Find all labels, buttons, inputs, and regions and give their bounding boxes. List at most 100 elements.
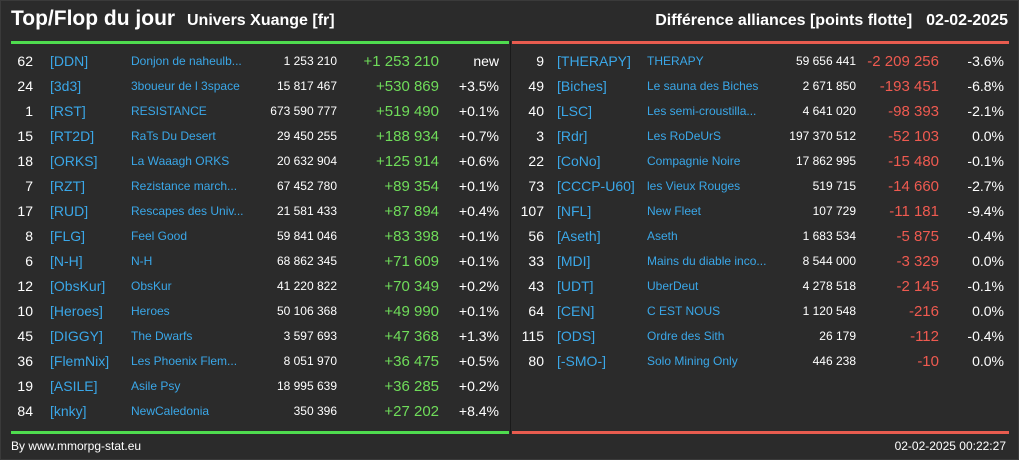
percent-cell: -6.8%	[967, 78, 1004, 94]
alliance-name-link[interactable]: Solo Mining Only	[647, 354, 738, 368]
diff-cell: +47 368	[384, 328, 439, 345]
alliance-name-link[interactable]: RaTs Du Desert	[131, 129, 216, 143]
table-row: 17 [RUD] Rescapes des Univ... 21 581 433 +87…	[11, 199, 509, 224]
alliance-tag-link[interactable]: [Rdr]	[557, 128, 588, 144]
alliance-name-link[interactable]: Les Phoenix Flem...	[131, 354, 238, 368]
alliance-tag-link[interactable]: [N-H]	[50, 253, 83, 269]
diff-cell: +49 990	[384, 303, 439, 320]
alliance-name-link[interactable]: UberDeut	[647, 279, 699, 293]
percent-cell: +0.4%	[458, 203, 499, 219]
alliance-name-link[interactable]: Le sauna des Biches	[647, 79, 759, 93]
alliance-tag-link[interactable]: [knky]	[50, 403, 87, 419]
alliance-tag-link[interactable]: [ObsKur]	[50, 278, 106, 294]
points-cell: 50 106 368	[276, 304, 337, 318]
points-cell: 673 590 777	[270, 104, 337, 118]
points-cell: 59 841 046	[276, 229, 337, 243]
alliance-tag-link[interactable]: [NFL]	[557, 203, 592, 219]
alliance-name-link[interactable]: Mains du diable inco...	[647, 254, 767, 268]
percent-cell: -0.4%	[967, 228, 1004, 244]
points-cell: 519 715	[812, 179, 856, 193]
context-label: Différence alliances [points flotte]	[655, 12, 913, 29]
alliance-name-link[interactable]: NewCaledonia	[131, 404, 210, 418]
percent-cell: -2.1%	[967, 103, 1004, 119]
diff-cell: +89 354	[384, 178, 439, 195]
rank-cell: 12	[17, 278, 33, 294]
alliance-tag-link[interactable]: [RT2D]	[50, 128, 95, 144]
diff-cell: +1 253 210	[363, 53, 440, 70]
alliance-tag-link[interactable]: [3d3]	[50, 78, 82, 94]
alliance-name-link[interactable]: Heroes	[131, 304, 170, 318]
table-row: 19 [ASILE] Asile Psy 18 995 639 +36 285 +0.2%	[11, 374, 509, 399]
alliance-tag-link[interactable]: [Heroes]	[50, 303, 103, 319]
rank-cell: 43	[528, 278, 544, 294]
alliance-name-link[interactable]: New Fleet	[647, 204, 702, 218]
table-row: 12 [ObsKur] ObsKur 41 220 822 +70 349 +0.2%	[11, 274, 509, 299]
alliance-name-link[interactable]: Asile Psy	[131, 379, 181, 393]
percent-cell: +1.3%	[458, 328, 499, 344]
alliance-name-link[interactable]: Les RoDeUrS	[647, 129, 722, 143]
points-cell: 59 656 441	[795, 54, 856, 68]
alliance-tag-link[interactable]: [Biches]	[557, 78, 607, 94]
alliance-tag-link[interactable]: [ASILE]	[50, 378, 98, 394]
alliance-name-link[interactable]: Feel Good	[131, 229, 188, 243]
alliance-name-link[interactable]: 3boueur de l 3space	[131, 79, 240, 93]
alliance-name-link[interactable]: The Dwarfs	[131, 329, 193, 343]
alliance-name-link[interactable]: Ordre des Sith	[647, 329, 725, 343]
alliance-tag-link[interactable]: [CCCP-U60]	[557, 178, 635, 194]
alliance-tag-link[interactable]: [FlemNix]	[50, 353, 110, 369]
diff-cell: +71 609	[384, 253, 439, 270]
alliance-name-link[interactable]: ObsKur	[131, 279, 172, 293]
alliance-tag-link[interactable]: [DIGGY]	[50, 328, 103, 344]
points-cell: 21 581 433	[276, 204, 337, 218]
diff-cell: +530 869	[376, 78, 439, 95]
alliance-tag-link[interactable]: [ODS]	[557, 328, 596, 344]
table-row: 7 [RZT] Rezistance march... 67 452 780 +89 3…	[11, 174, 509, 199]
alliance-tag-link[interactable]: [-SMO-]	[557, 353, 606, 369]
alliance-name-link[interactable]: C EST NOUS	[647, 304, 721, 318]
rank-cell: 3	[536, 128, 544, 144]
alliance-tag-link[interactable]: [MDI]	[557, 253, 591, 269]
alliance-name-link[interactable]: Aseth	[647, 229, 678, 243]
percent-cell: -3.6%	[967, 53, 1004, 69]
rank-cell: 107	[520, 203, 544, 219]
alliance-tag-link[interactable]: [RST]	[50, 103, 86, 119]
percent-cell: new	[473, 53, 499, 69]
rank-cell: 8	[25, 228, 33, 244]
alliance-name-link[interactable]: Les semi-croustilla...	[647, 104, 757, 118]
alliance-tag-link[interactable]: [ORKS]	[50, 153, 98, 169]
alliance-name-link[interactable]: RESISTANCE	[131, 104, 207, 118]
alliance-tag-link[interactable]: [RUD]	[50, 203, 89, 219]
percent-cell: +0.1%	[458, 178, 499, 194]
percent-cell: +3.5%	[458, 78, 499, 94]
top-gainers-panel: 62 [DDN] Donjon de naheulb... 1 253 210 +1 2…	[11, 41, 509, 434]
points-cell: 20 632 904	[276, 154, 337, 168]
rank-cell: 49	[528, 78, 544, 94]
header: Top/Flop du jour Univers Xuange [fr] Dif…	[1, 1, 1019, 41]
alliance-tag-link[interactable]: [FLG]	[50, 228, 86, 244]
percent-cell: -0.4%	[967, 328, 1004, 344]
points-cell: 350 396	[293, 404, 337, 418]
alliance-tag-link[interactable]: [Aseth]	[557, 228, 601, 244]
alliance-name-link[interactable]: Rescapes des Univ...	[131, 204, 244, 218]
alliance-name-link[interactable]: Donjon de naheulb...	[131, 54, 242, 68]
alliance-name-link[interactable]: Compagnie Noire	[647, 154, 741, 168]
alliance-tag-link[interactable]: [THERAPY]	[557, 53, 631, 69]
alliance-name-link[interactable]: THERAPY	[647, 54, 704, 68]
table-row: 22 [CoNo] Compagnie Noire 17 862 995 -15 480…	[512, 149, 1009, 174]
diff-cell: -193 451	[879, 78, 939, 95]
table-row: 84 [knky] NewCaledonia 350 396 +27 202 +8.4%	[11, 399, 509, 424]
alliance-name-link[interactable]: Rezistance march...	[131, 179, 238, 193]
alliance-name-link[interactable]: La Waaagh ORKS	[131, 154, 230, 168]
alliance-tag-link[interactable]: [LSC]	[557, 103, 593, 119]
alliance-tag-link[interactable]: [UDT]	[557, 278, 594, 294]
alliance-tag-link[interactable]: [DDN]	[50, 53, 89, 69]
page-title: Top/Flop du jour	[11, 7, 176, 30]
alliance-tag-link[interactable]: [RZT]	[50, 178, 85, 194]
table-row: 10 [Heroes] Heroes 50 106 368 +49 990 +0.1%	[11, 299, 509, 324]
points-cell: 68 862 345	[276, 254, 337, 268]
percent-cell: -0.1%	[967, 153, 1004, 169]
alliance-name-link[interactable]: les Vieux Rouges	[647, 179, 741, 193]
alliance-tag-link[interactable]: [CoNo]	[557, 153, 601, 169]
alliance-name-link[interactable]: N-H	[131, 254, 153, 268]
alliance-tag-link[interactable]: [CEN]	[557, 303, 595, 319]
